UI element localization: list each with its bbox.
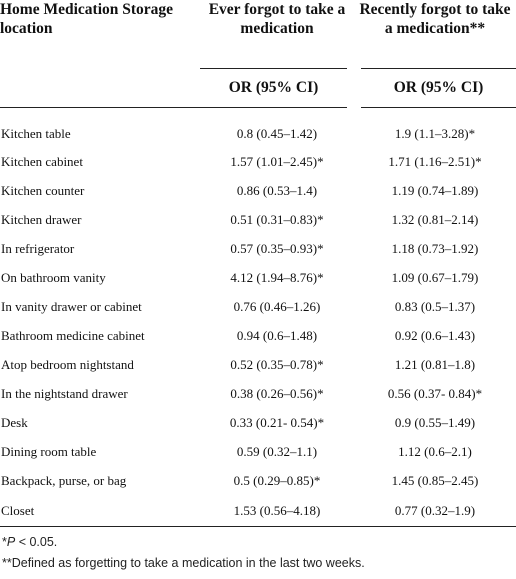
table-row: Kitchen cabinet 1.57 (1.01–2.45)* 1.71 (1.… xyxy=(0,148,516,177)
recently-forgot-or-cell: 1.45 (0.85–2.45) xyxy=(391,473,479,488)
location-cell: In vanity drawer or cabinet xyxy=(1,299,142,314)
ever-forgot-or-cell: 4.12 (1.94–8.76)* xyxy=(230,270,324,285)
medication-storage-table: Home Medication Storage location Ever fo… xyxy=(0,0,516,527)
table-row: In the nightstand drawer 0.38 (0.26–0.56)… xyxy=(0,380,516,409)
table-row: In refrigerator 0.57 (0.35–0.93)* 1.18 (0.… xyxy=(0,235,516,264)
subheader-or-ci-ever: OR (95% CI) xyxy=(200,67,354,108)
ever-forgot-or-cell: 0.5 (0.29–0.85)* xyxy=(233,473,321,488)
recently-forgot-or-cell: 1.71 (1.16–2.51)* xyxy=(388,154,482,169)
recently-forgot-or-cell: 1.21 (0.81–1.8) xyxy=(394,357,476,372)
ever-forgot-or-cell: 0.51 (0.31–0.83)* xyxy=(230,212,324,227)
footnotes: *P < 0.05. **Defined as forgetting to ta… xyxy=(2,532,365,574)
location-cell: Closet xyxy=(0,495,200,527)
table-row: Kitchen table 0.8 (0.45–1.42) 1.9 (1.1–3.2… xyxy=(0,107,516,148)
ever-forgot-or-cell: 0.57 (0.35–0.93)* xyxy=(230,241,324,256)
footnote-significance-p: P xyxy=(6,535,16,549)
location-cell: Dining room table xyxy=(1,444,97,459)
location-cell: Desk xyxy=(1,415,28,430)
recently-forgot-or-cell: 1.19 (0.74–1.89) xyxy=(391,183,479,198)
recently-forgot-or-cell: 1.18 (0.73–1.92) xyxy=(391,241,479,256)
header-ever-forgot: Ever forgot to take a medication xyxy=(208,1,346,37)
location-cell: Kitchen drawer xyxy=(1,212,82,227)
location-cell: Backpack, purse, or bag xyxy=(1,473,127,488)
location-cell: In refrigerator xyxy=(1,241,75,256)
recently-forgot-or-cell: 0.92 (0.6–1.43) xyxy=(394,328,476,343)
recently-forgot-or-cell: 1.09 (0.67–1.79) xyxy=(391,270,479,285)
ever-forgot-or-cell: 0.94 (0.6–1.48) xyxy=(236,328,318,343)
footnote-definition: **Defined as forgetting to take a medica… xyxy=(2,556,365,570)
table-row: On bathroom vanity 4.12 (1.94–8.76)* 1.09 … xyxy=(0,264,516,293)
ever-forgot-or-cell: 0.86 (0.53–1.4) xyxy=(236,183,318,198)
location-cell: Kitchen counter xyxy=(1,183,85,198)
table-body: Kitchen table 0.8 (0.45–1.42) 1.9 (1.1–3.2… xyxy=(0,107,516,527)
table-row: Atop bedroom nightstand 0.52 (0.35–0.78)*… xyxy=(0,351,516,380)
ever-forgot-or-cell: 1.57 (1.01–2.45)* xyxy=(230,154,324,169)
recently-forgot-or-cell: 1.12 (0.6–2.1) xyxy=(398,444,472,459)
recently-forgot-or-cell: 1.9 (1.1–3.28)* xyxy=(394,125,476,141)
location-cell: Kitchen table xyxy=(1,125,71,141)
table-row: In vanity drawer or cabinet 0.76 (0.46–1.… xyxy=(0,293,516,322)
recently-forgot-or-cell: 0.9 (0.55–1.49) xyxy=(394,415,476,430)
recently-forgot-or-cell: 1.32 (0.81–2.14) xyxy=(391,212,479,227)
table-row: Dining room table 0.59 (0.32–1.1) 1.12 (0.… xyxy=(0,438,516,467)
subheader-blank xyxy=(0,68,200,108)
table-row: Closet 1.53 (0.56–4.18) 0.77 (0.32–1.9) xyxy=(0,495,516,527)
recently-forgot-or-cell: 0.56 (0.37- 0.84)* xyxy=(387,386,483,401)
footnote-significance: *P < 0.05. xyxy=(2,532,365,553)
ever-forgot-or-cell: 0.8 (0.45–1.42) xyxy=(236,125,318,141)
ever-forgot-or-cell: 0.33 (0.21- 0.54)* xyxy=(229,415,325,430)
location-cell: Kitchen cabinet xyxy=(1,154,83,169)
location-cell: On bathroom vanity xyxy=(1,270,106,285)
table-row: Bathroom medicine cabinet 0.94 (0.6–1.48)… xyxy=(0,322,516,351)
table-row: Kitchen counter 0.86 (0.53–1.4) 1.19 (0.74… xyxy=(0,177,516,206)
table-row: Kitchen drawer 0.51 (0.31–0.83)* 1.32 (0.8… xyxy=(0,206,516,235)
location-cell: Atop bedroom nightstand xyxy=(1,357,134,372)
ever-forgot-or-cell: 1.53 (0.56–4.18) xyxy=(200,495,354,527)
footnote-significance-threshold: < 0.05. xyxy=(15,535,58,549)
header-recently-forgot: Recently forgot to take a medication** xyxy=(359,1,511,37)
footnote-significance-star: * xyxy=(2,535,7,549)
table-subheader-row: OR (95% CI) OR (95% CI) xyxy=(0,67,516,108)
table-row: Desk 0.33 (0.21- 0.54)* 0.9 (0.55–1.49) xyxy=(0,409,516,438)
ever-forgot-or-cell: 0.52 (0.35–0.78)* xyxy=(230,357,324,372)
location-cell: Bathroom medicine cabinet xyxy=(1,328,145,343)
recently-forgot-or-cell: 0.77 (0.32–1.9) xyxy=(354,495,516,527)
ever-forgot-or-cell: 0.38 (0.26–0.56)* xyxy=(230,386,324,401)
location-cell: In the nightstand drawer xyxy=(1,386,128,401)
table-header-row: Home Medication Storage location Ever fo… xyxy=(0,0,516,68)
ever-forgot-or-cell: 0.76 (0.46–1.26) xyxy=(233,299,321,314)
ever-forgot-or-cell: 0.59 (0.32–1.1) xyxy=(236,444,318,459)
header-location: Home Medication Storage location xyxy=(0,1,174,37)
table-row: Backpack, purse, or bag 0.5 (0.29–0.85)* 1… xyxy=(0,467,516,496)
subheader-or-ci-recent: OR (95% CI) xyxy=(347,67,516,108)
recently-forgot-or-cell: 0.83 (0.5–1.37) xyxy=(394,299,476,314)
